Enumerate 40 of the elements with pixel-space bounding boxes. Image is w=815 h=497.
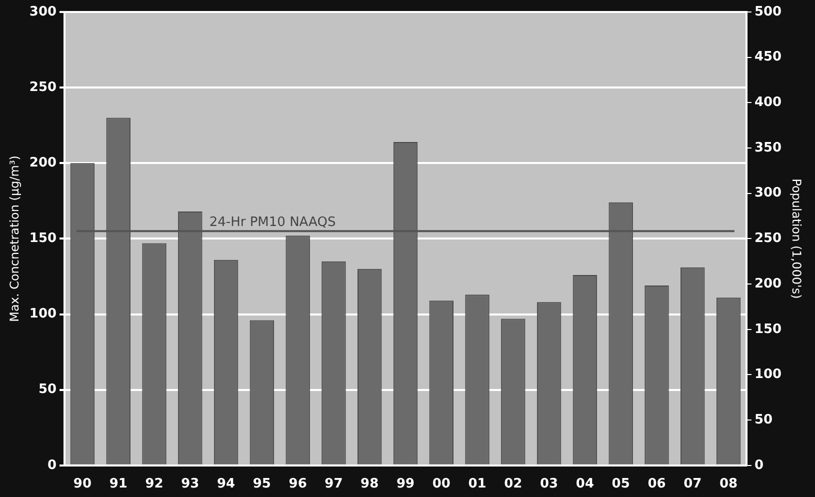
ref-line-label: 24-Hr PM10 NAAQS xyxy=(209,215,336,230)
y2-tick-label: 500 xyxy=(754,4,782,20)
x-tick-label: 08 xyxy=(719,476,738,492)
y-tick-label: 300 xyxy=(29,4,57,20)
y-tick-label: 150 xyxy=(29,231,57,246)
x-tick-label: 06 xyxy=(648,476,666,492)
x-tick-label: 01 xyxy=(468,476,486,492)
x-tick-label: 98 xyxy=(360,476,379,492)
x-tick-label: 04 xyxy=(576,476,594,492)
x-tick-label: 94 xyxy=(217,476,236,492)
x-tick-label: 90 xyxy=(73,476,92,492)
x-tick-label: 00 xyxy=(432,476,450,492)
x-tick-label: 05 xyxy=(612,476,630,492)
x-tick-label: 96 xyxy=(288,476,307,492)
y-tick-label: 0 xyxy=(47,458,57,473)
y-tick-label: 250 xyxy=(29,80,57,95)
x-tick-label: 07 xyxy=(684,476,702,492)
x-tick-label: 03 xyxy=(540,476,558,492)
y2-axis-title: Population (1,000's) xyxy=(790,178,804,299)
y2-tick-label: 250 xyxy=(754,231,782,246)
y2-tick-label: 150 xyxy=(754,322,782,337)
x-tick-label: 02 xyxy=(504,476,522,492)
y2-tick-label: 50 xyxy=(754,412,773,428)
y-axis-title: Max. Concnetration (µg/m³) xyxy=(7,156,22,322)
y2-tick-label: 200 xyxy=(754,276,782,292)
y2-tick-label: 0 xyxy=(754,458,764,473)
y-tick-label: 100 xyxy=(29,306,57,322)
x-tick-label: 97 xyxy=(324,476,343,492)
y-tick-label: 200 xyxy=(29,156,57,171)
y2-tick-label: 100 xyxy=(754,367,782,382)
x-tick-label: 91 xyxy=(109,476,128,492)
x-tick-label: 92 xyxy=(145,476,164,492)
x-tick-label: 95 xyxy=(252,476,271,492)
x-tick-label: 93 xyxy=(181,476,200,492)
y-tick-label: 50 xyxy=(38,382,57,398)
x-tick-label: 99 xyxy=(396,476,415,492)
y2-tick-label: 300 xyxy=(754,186,782,201)
y2-tick-label: 350 xyxy=(754,140,782,156)
y2-tick-label: 450 xyxy=(754,50,782,65)
y2-tick-label: 400 xyxy=(754,95,782,110)
